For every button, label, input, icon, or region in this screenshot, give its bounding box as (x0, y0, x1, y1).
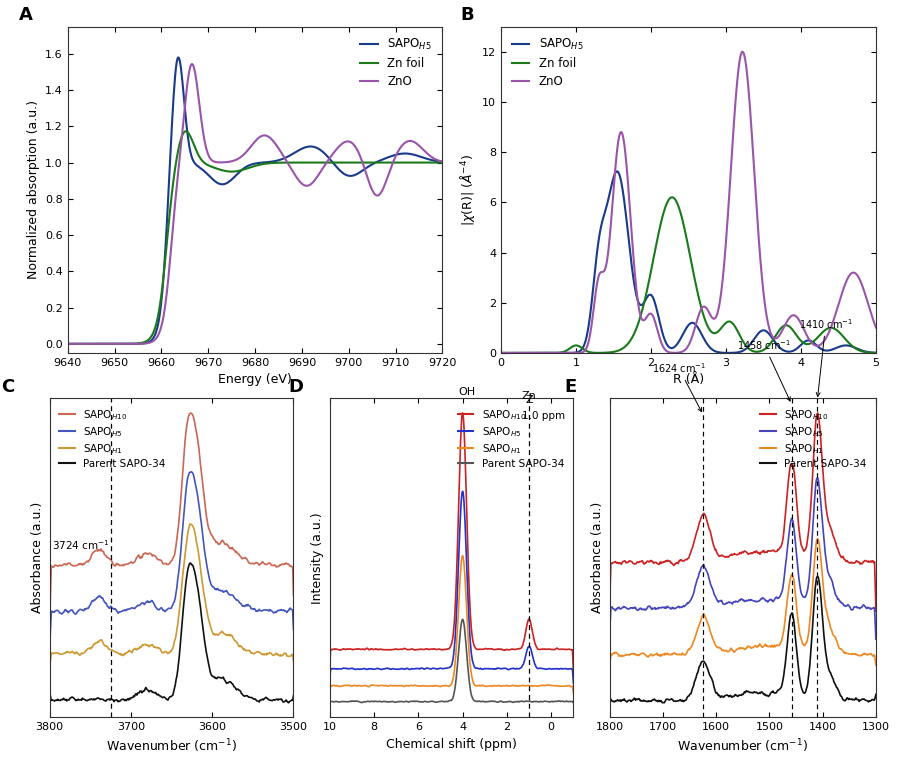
Text: 1410 cm$^{-1}$: 1410 cm$^{-1}$ (797, 317, 851, 396)
X-axis label: Wavenumber (cm$^{-1}$): Wavenumber (cm$^{-1}$) (106, 738, 237, 755)
X-axis label: Energy (eV): Energy (eV) (218, 373, 291, 386)
Text: 1458 cm$^{-1}$: 1458 cm$^{-1}$ (736, 338, 790, 401)
Text: 3724 cm$^{-1}$: 3724 cm$^{-1}$ (52, 538, 110, 552)
Text: Zn: Zn (521, 391, 536, 401)
X-axis label: Chemical shift (ppm): Chemical shift (ppm) (386, 738, 516, 751)
Y-axis label: Absorbance (a.u.): Absorbance (a.u.) (590, 502, 603, 613)
Text: C: C (1, 378, 14, 396)
Y-axis label: Intensity (a.u.): Intensity (a.u.) (310, 512, 324, 603)
Y-axis label: Normalized absorption (a.u.): Normalized absorption (a.u.) (26, 100, 40, 279)
Legend: SAPO$_{H10}$, SAPO$_{H5}$, SAPO$_{H1}$, Parent SAPO-34: SAPO$_{H10}$, SAPO$_{H5}$, SAPO$_{H1}$, … (755, 404, 870, 473)
Text: OH: OH (458, 387, 475, 397)
Text: D: D (288, 378, 303, 396)
Text: 1624 cm$^{-1}$: 1624 cm$^{-1}$ (651, 361, 705, 411)
Legend: SAPO$_{H5}$, Zn foil, ZnO: SAPO$_{H5}$, Zn foil, ZnO (355, 33, 436, 93)
Text: E: E (564, 378, 575, 396)
X-axis label: R (Å): R (Å) (672, 373, 704, 386)
Y-axis label: Absorbance (a.u.): Absorbance (a.u.) (31, 502, 44, 613)
Legend: SAPO$_{H10}$, SAPO$_{H5}$, SAPO$_{H1}$, Parent SAPO-34: SAPO$_{H10}$, SAPO$_{H5}$, SAPO$_{H1}$, … (453, 404, 567, 473)
Text: A: A (19, 6, 32, 24)
Text: 1.0 ppm: 1.0 ppm (522, 411, 565, 421)
Y-axis label: |$\chi$(R)| ($\AA^{-4}$): |$\chi$(R)| ($\AA^{-4}$) (457, 154, 476, 225)
Legend: SAPO$_{H5}$, Zn foil, ZnO: SAPO$_{H5}$, Zn foil, ZnO (507, 33, 587, 93)
Legend: SAPO$_{H10}$, SAPO$_{H5}$, SAPO$_{H1}$, Parent SAPO-34: SAPO$_{H10}$, SAPO$_{H5}$, SAPO$_{H1}$, … (55, 404, 170, 473)
Text: Z: Z (525, 395, 532, 405)
Text: B: B (459, 6, 473, 24)
X-axis label: Wavenumber (cm$^{-1}$): Wavenumber (cm$^{-1}$) (676, 738, 807, 755)
